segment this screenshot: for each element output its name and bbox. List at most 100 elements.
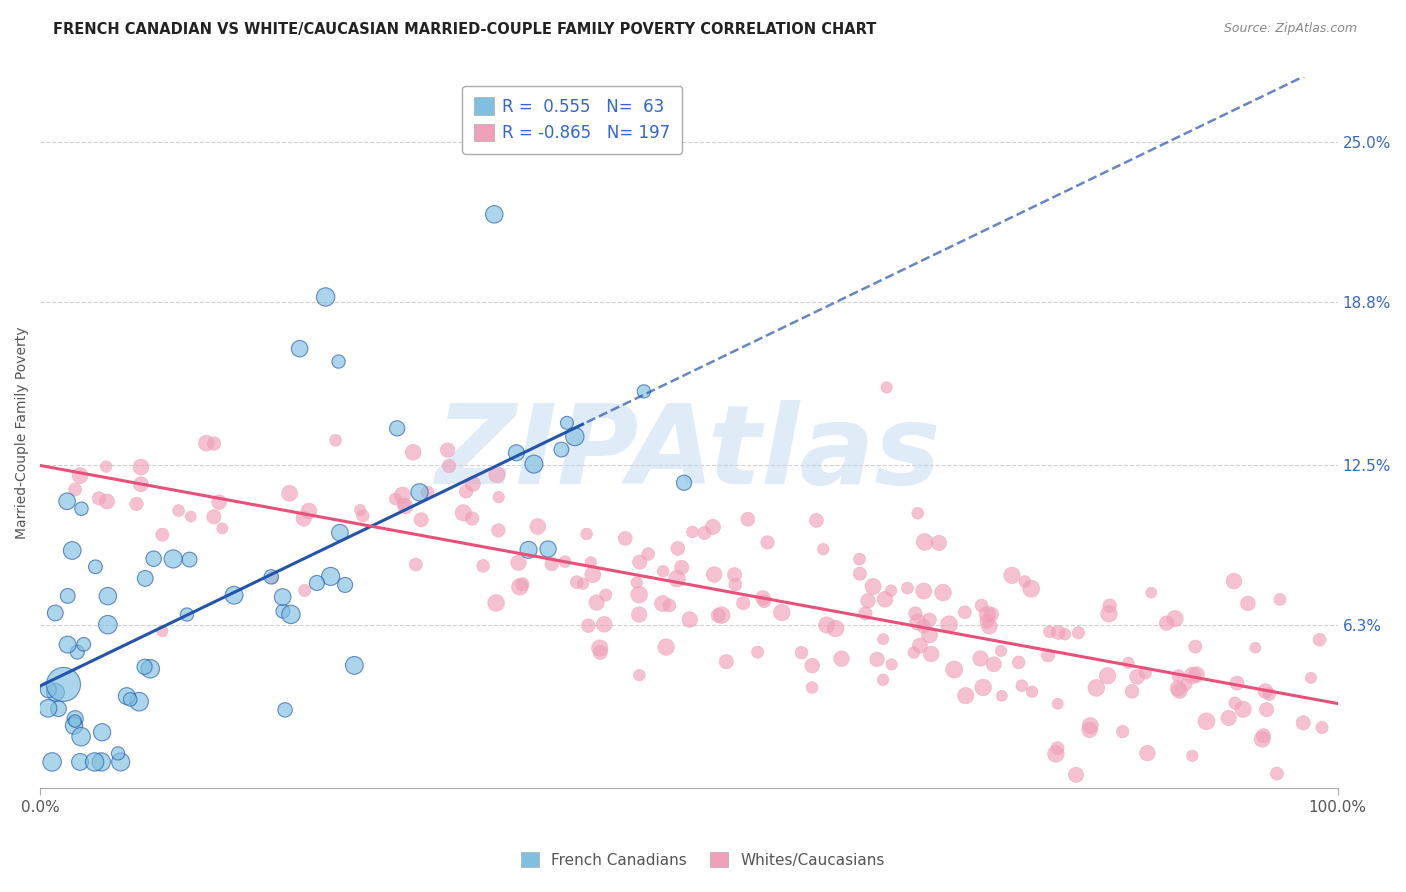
Point: [63, 483, 86, 497]
Point: [918, 628, 941, 642]
Point: [873, 592, 896, 607]
Point: [305, 576, 328, 591]
Point: [416, 485, 439, 500]
Point: [83, 755, 105, 769]
Point: [44, 606, 66, 620]
Point: [980, 607, 1002, 622]
Point: [872, 673, 894, 687]
Point: [932, 585, 955, 599]
Point: [110, 755, 132, 769]
Point: [150, 527, 173, 541]
Point: [63, 718, 86, 732]
Point: [1232, 702, 1254, 716]
Point: [813, 542, 835, 557]
Point: [976, 614, 998, 628]
Point: [1181, 748, 1204, 763]
Point: [329, 525, 352, 540]
Point: [1251, 732, 1274, 747]
Point: [208, 495, 231, 509]
Point: [582, 567, 605, 582]
Point: [139, 662, 162, 676]
Point: [1237, 596, 1260, 610]
Point: [1021, 684, 1043, 698]
Point: [96, 494, 118, 508]
Point: [682, 524, 704, 539]
Text: ZIPAtlas: ZIPAtlas: [436, 401, 942, 508]
Point: [97, 589, 120, 603]
Point: [1258, 687, 1281, 701]
Point: [1223, 696, 1246, 710]
Point: [1256, 703, 1278, 717]
Point: [179, 552, 201, 566]
Point: [658, 599, 681, 613]
Point: [972, 681, 994, 695]
Point: [1135, 665, 1157, 680]
Point: [1218, 711, 1240, 725]
Point: [1001, 568, 1024, 582]
Point: [979, 619, 1001, 633]
Point: [1019, 582, 1042, 596]
Point: [505, 446, 527, 460]
Point: [70, 501, 93, 516]
Point: [969, 651, 991, 665]
Point: [1309, 632, 1331, 647]
Point: [693, 526, 716, 541]
Point: [585, 596, 607, 610]
Point: [66, 645, 89, 659]
Point: [63, 712, 86, 726]
Point: [69, 755, 91, 769]
Point: [87, 491, 110, 506]
Point: [1111, 724, 1133, 739]
Point: [508, 556, 530, 570]
Point: [512, 577, 534, 591]
Point: [666, 541, 689, 556]
Point: [707, 608, 730, 623]
Point: [665, 572, 688, 586]
Point: [907, 506, 929, 520]
Point: [526, 519, 548, 533]
Point: [912, 619, 935, 633]
Point: [1098, 599, 1121, 613]
Point: [1085, 681, 1108, 695]
Point: [485, 596, 508, 610]
Point: [572, 576, 595, 591]
Point: [912, 584, 935, 599]
Point: [1185, 667, 1208, 681]
Point: [752, 591, 775, 605]
Point: [271, 604, 294, 618]
Point: [52, 677, 75, 691]
Point: [1053, 627, 1076, 641]
Point: [222, 588, 245, 602]
Point: [461, 511, 484, 525]
Y-axis label: Married-Couple Family Poverty: Married-Couple Family Poverty: [15, 326, 30, 539]
Point: [349, 503, 371, 517]
Point: [84, 559, 107, 574]
Point: [716, 655, 738, 669]
Point: [461, 477, 484, 491]
Point: [288, 342, 311, 356]
Point: [703, 567, 725, 582]
Point: [801, 681, 824, 695]
Point: [96, 459, 118, 474]
Point: [484, 207, 506, 221]
Point: [453, 506, 475, 520]
Point: [56, 589, 79, 603]
Point: [294, 583, 316, 598]
Point: [579, 555, 602, 569]
Point: [1175, 678, 1198, 692]
Point: [880, 583, 903, 598]
Point: [162, 552, 184, 566]
Point: [908, 639, 931, 653]
Point: [1047, 625, 1070, 640]
Point: [1268, 592, 1291, 607]
Point: [437, 458, 460, 473]
Point: [737, 512, 759, 526]
Point: [938, 617, 960, 632]
Point: [402, 445, 425, 459]
Point: [554, 555, 576, 569]
Point: [855, 607, 877, 621]
Point: [593, 617, 616, 632]
Point: [41, 755, 63, 769]
Point: [129, 460, 152, 475]
Point: [1168, 683, 1191, 698]
